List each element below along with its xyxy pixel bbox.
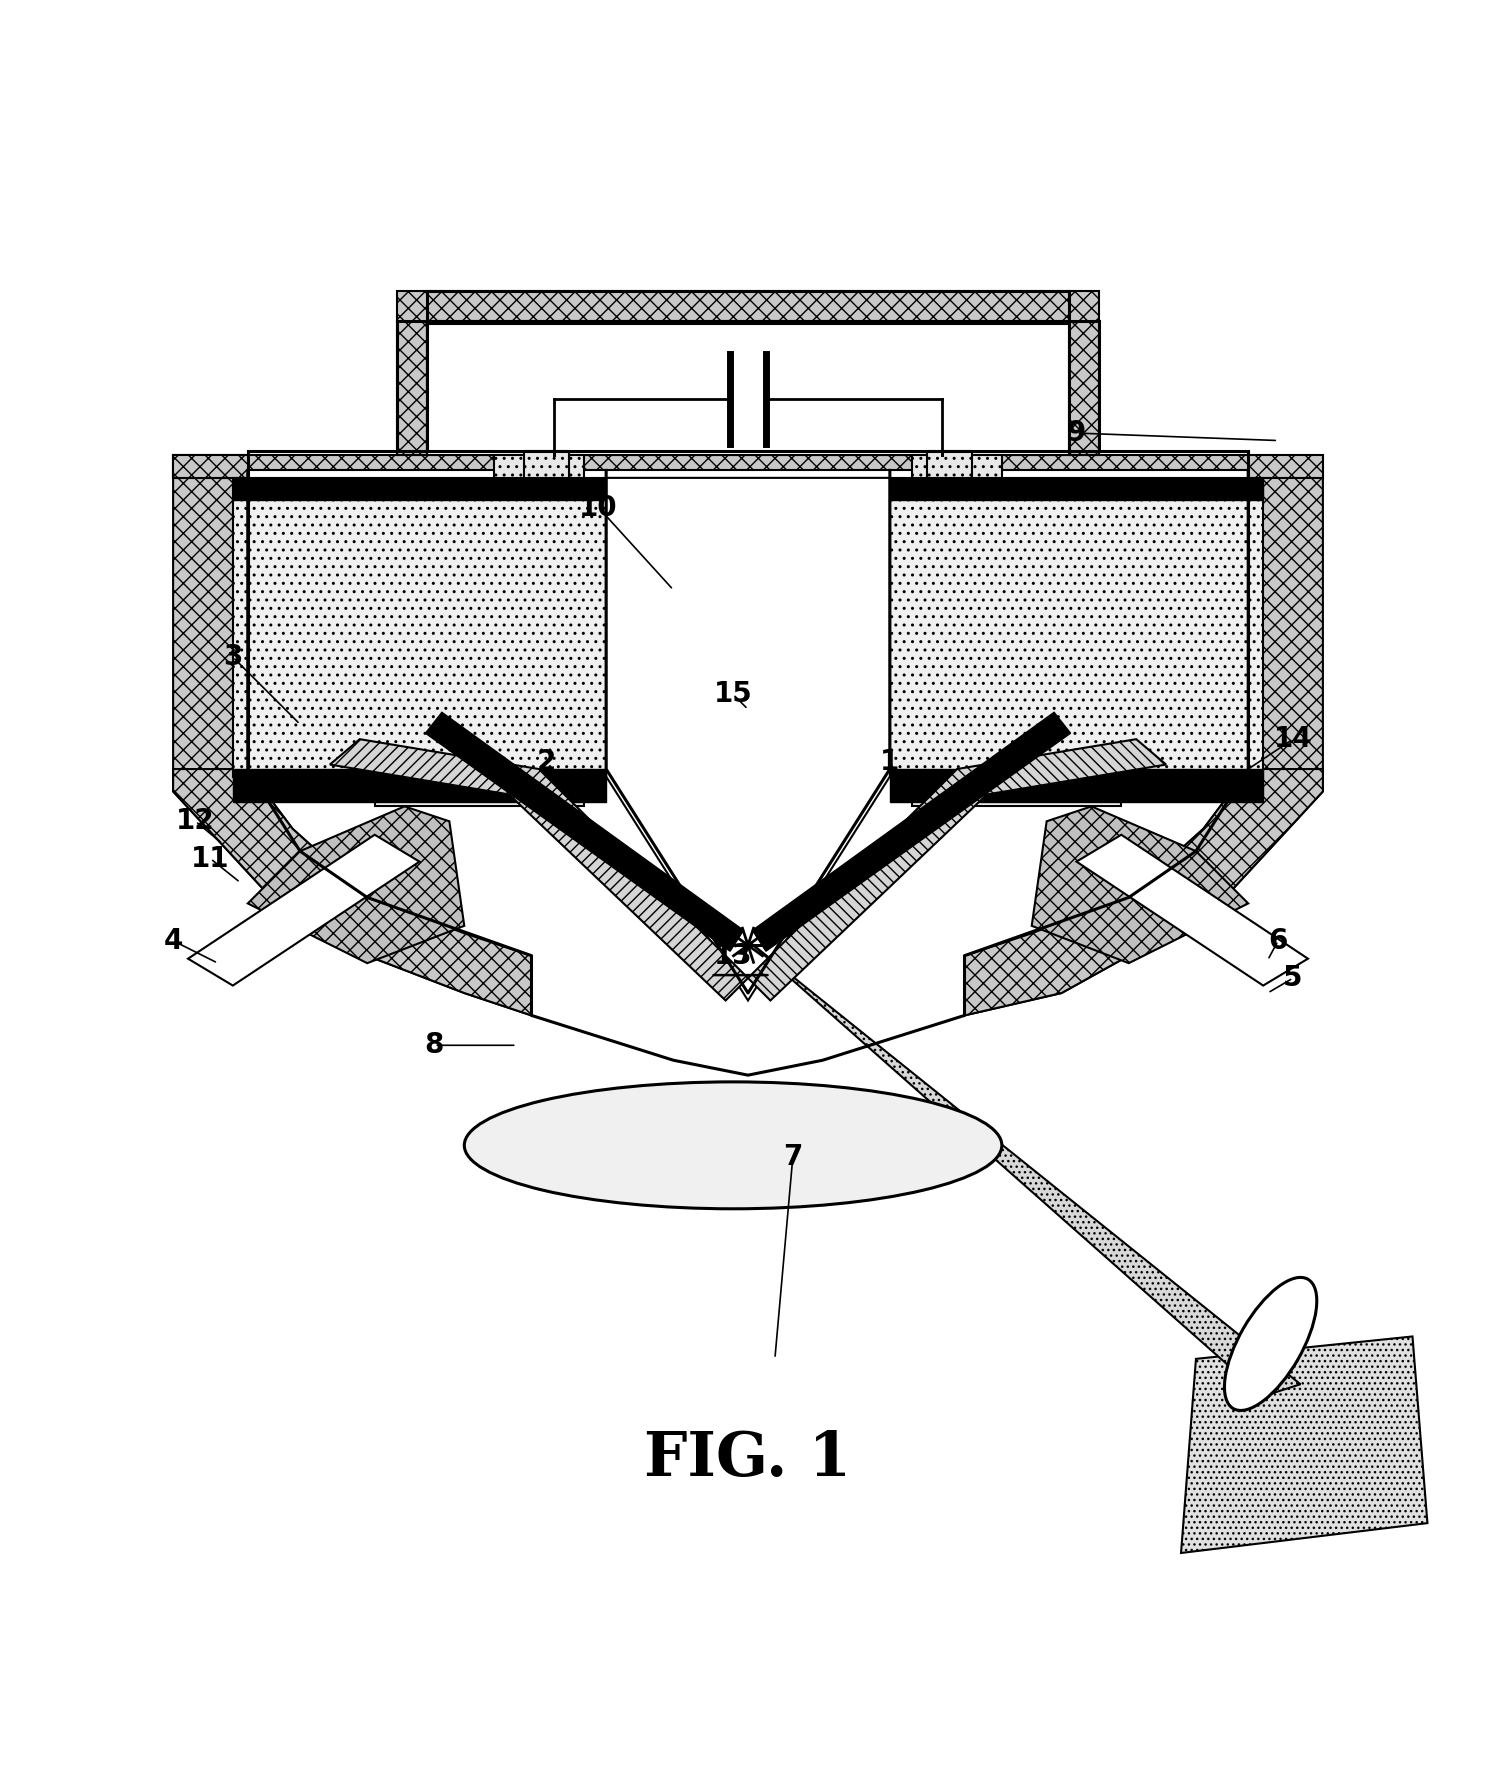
Text: 9: 9 [1067, 419, 1086, 448]
Text: 2: 2 [537, 748, 557, 775]
Polygon shape [748, 739, 1165, 1000]
Polygon shape [174, 478, 531, 1015]
Polygon shape [1180, 1336, 1427, 1553]
Ellipse shape [464, 1082, 1002, 1208]
Polygon shape [425, 713, 744, 951]
Polygon shape [494, 455, 583, 478]
Polygon shape [965, 769, 1322, 1015]
Polygon shape [426, 323, 1070, 455]
Text: 12: 12 [177, 807, 215, 835]
Polygon shape [890, 478, 1263, 501]
Text: 7: 7 [782, 1143, 802, 1171]
Text: 5: 5 [1284, 965, 1303, 992]
Text: 1: 1 [880, 748, 899, 775]
Text: 4: 4 [163, 928, 183, 954]
Polygon shape [748, 940, 1300, 1397]
Text: 15: 15 [714, 681, 752, 709]
Polygon shape [174, 769, 531, 1015]
Polygon shape [606, 478, 890, 1000]
Polygon shape [248, 807, 464, 963]
Polygon shape [233, 478, 606, 501]
Polygon shape [1077, 835, 1308, 986]
Polygon shape [331, 739, 748, 1000]
Text: 6: 6 [1269, 928, 1288, 954]
Text: 13: 13 [714, 942, 752, 970]
Polygon shape [965, 478, 1322, 1015]
Polygon shape [233, 478, 606, 807]
Polygon shape [890, 478, 1263, 807]
Polygon shape [752, 713, 1071, 951]
Text: 11: 11 [191, 844, 230, 873]
Polygon shape [928, 451, 972, 478]
Text: 3: 3 [223, 643, 242, 672]
Polygon shape [1032, 807, 1248, 963]
Polygon shape [174, 455, 248, 478]
Text: 10: 10 [579, 494, 618, 522]
Polygon shape [233, 769, 606, 801]
Polygon shape [524, 451, 568, 478]
Text: 14: 14 [1273, 725, 1312, 753]
Text: 8: 8 [425, 1031, 444, 1059]
Ellipse shape [1224, 1278, 1316, 1411]
Text: FIG. 1: FIG. 1 [645, 1429, 851, 1489]
Polygon shape [913, 455, 1002, 478]
Polygon shape [174, 455, 1322, 478]
Polygon shape [396, 291, 1100, 455]
Polygon shape [188, 835, 419, 986]
Polygon shape [890, 769, 1263, 801]
